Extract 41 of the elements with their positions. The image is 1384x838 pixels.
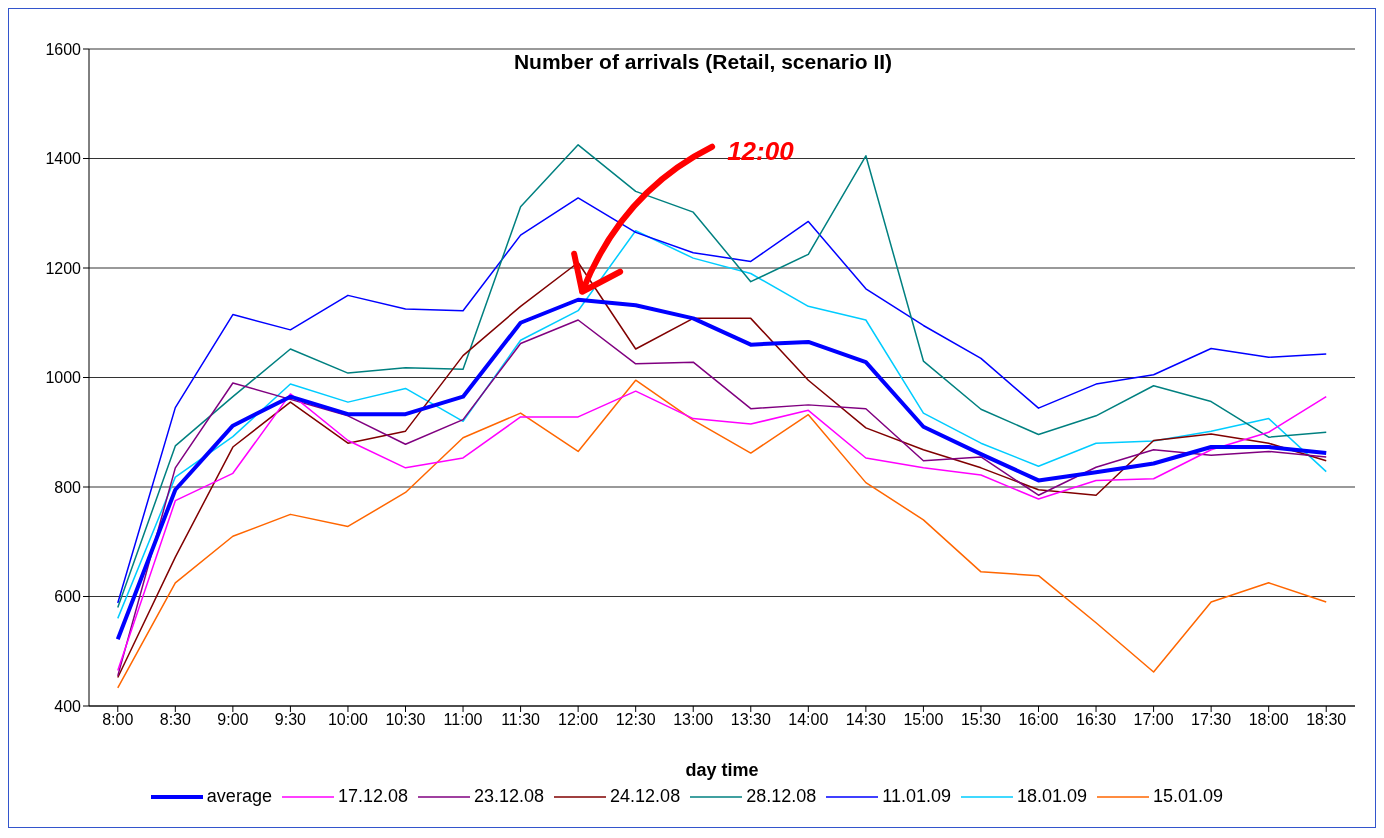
legend-label: 24.12.08 — [610, 786, 681, 807]
legend-label: 18.01.09 — [1016, 786, 1088, 807]
line-series — [115, 297, 1329, 642]
chart-title: Number of arrivals (Retail, scenario II) — [513, 50, 893, 73]
x-tick-label: 10:00 — [327, 711, 369, 729]
x-tick-label: 11:30 — [501, 711, 541, 729]
x-tick-label: 10:30 — [385, 711, 426, 729]
x-tick-label: 18:00 — [1248, 711, 1289, 729]
legend-label: 11.01.09 — [882, 786, 951, 807]
legend-label: 23.12.08 — [474, 786, 545, 807]
x-tick-label: 15:30 — [960, 711, 1002, 729]
x-tick-label: 8:30 — [159, 711, 191, 729]
x-tick-label: 8:00 — [102, 711, 134, 729]
x-tick-label: 16:00 — [1018, 711, 1059, 729]
y-tick-label: 1600 — [45, 40, 82, 58]
legend-label: 17.12.08 — [337, 786, 408, 807]
x-tick-label: 12:30 — [615, 711, 656, 729]
y-tick-label: 400 — [54, 697, 82, 715]
x-tick-label: 14:00 — [788, 711, 829, 729]
x-tick-label: 9:30 — [274, 711, 307, 729]
x-tick-label: 18:30 — [1306, 711, 1347, 729]
x-axis-title: day time — [685, 760, 759, 780]
x-tick-label: 14:30 — [845, 711, 886, 729]
x-tick-label: 16:30 — [1076, 711, 1117, 729]
y-tick-label: 800 — [54, 478, 82, 496]
x-tick-label: 13:30 — [730, 711, 771, 729]
y-tick-label: 1400 — [45, 150, 82, 168]
legend-label: 15.01.09 — [1153, 786, 1224, 807]
x-tick-label: 17:30 — [1191, 711, 1232, 729]
x-tick-label: 9:00 — [217, 711, 249, 729]
y-tick-label: 1000 — [45, 369, 82, 387]
x-tick-label: 13:00 — [673, 711, 714, 729]
x-tick-label: 17:00 — [1133, 711, 1174, 729]
annotation: 12:00 — [727, 135, 795, 166]
legend-label: 28.12.08 — [746, 786, 817, 807]
y-tick-label: 1200 — [45, 259, 82, 277]
legend-label: average — [206, 786, 272, 807]
x-tick-label: 11:00 — [443, 711, 483, 729]
x-tick-label: 12:00 — [558, 711, 599, 729]
x-tick-label: 15:00 — [903, 711, 944, 729]
y-tick-label: 600 — [54, 588, 82, 606]
